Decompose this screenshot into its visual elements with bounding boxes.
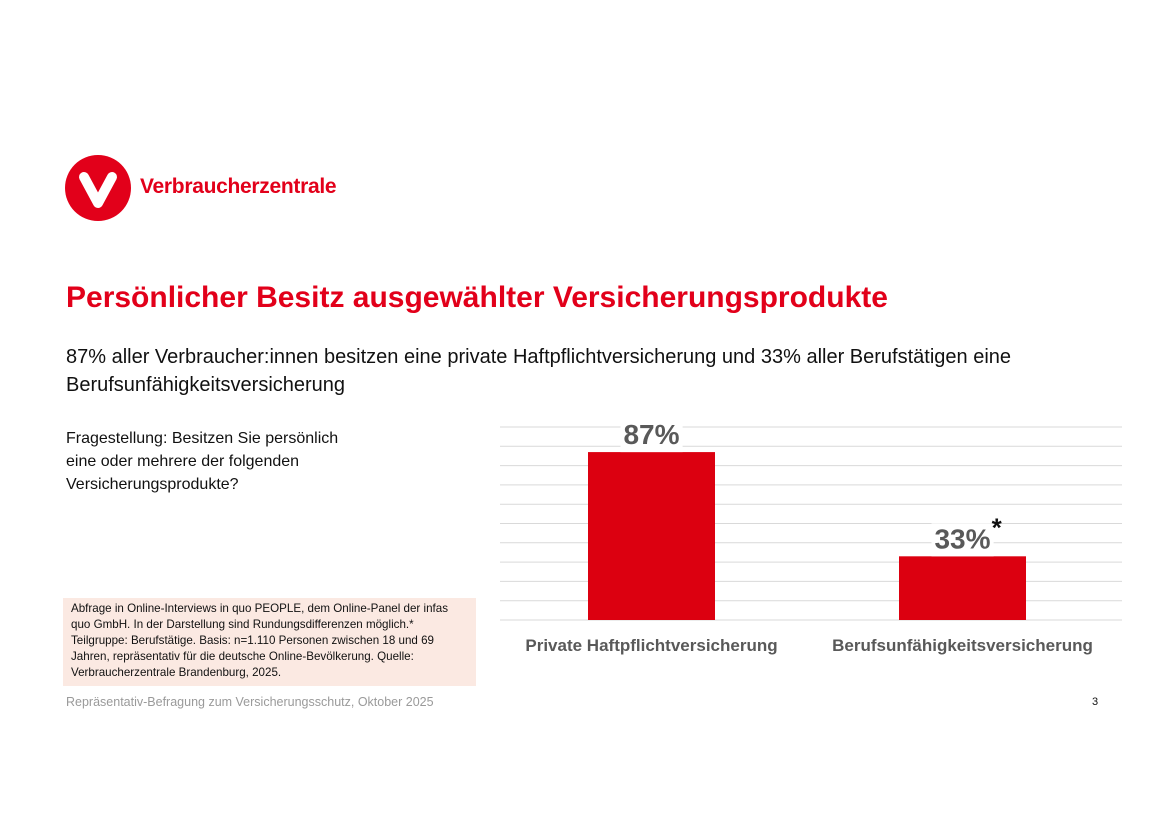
methodology-note: Abfrage in Online-Interviews in quo PEOP…	[63, 598, 476, 686]
data-label: 33%	[934, 523, 990, 554]
category-label: Berufsunfähigkeitsversicherung	[832, 636, 1093, 655]
question-text: Fragestellung: Besitzen Sie persönlich e…	[66, 430, 339, 493]
bar	[588, 452, 715, 620]
page-number: 3	[1092, 696, 1099, 708]
verbraucherzentrale-logo-icon	[65, 155, 131, 221]
page-title: Persönlicher Besitz ausgewählter Versich…	[66, 281, 888, 314]
logo	[65, 155, 131, 221]
footer-text: Repräsentativ-Befragung zum Versicherung…	[66, 695, 434, 709]
footnote-asterisk: *	[992, 512, 1003, 542]
logo-text: Verbraucherzentrale	[140, 175, 337, 198]
data-label-background	[931, 523, 994, 557]
data-label: 87%	[623, 419, 679, 450]
data-label-background	[620, 419, 683, 453]
category-label: Private Haftpflichtversicherung	[525, 636, 777, 655]
page-subtitle: 87% aller Verbraucher:innen besitzen ein…	[66, 346, 1012, 396]
bar	[899, 556, 1026, 620]
